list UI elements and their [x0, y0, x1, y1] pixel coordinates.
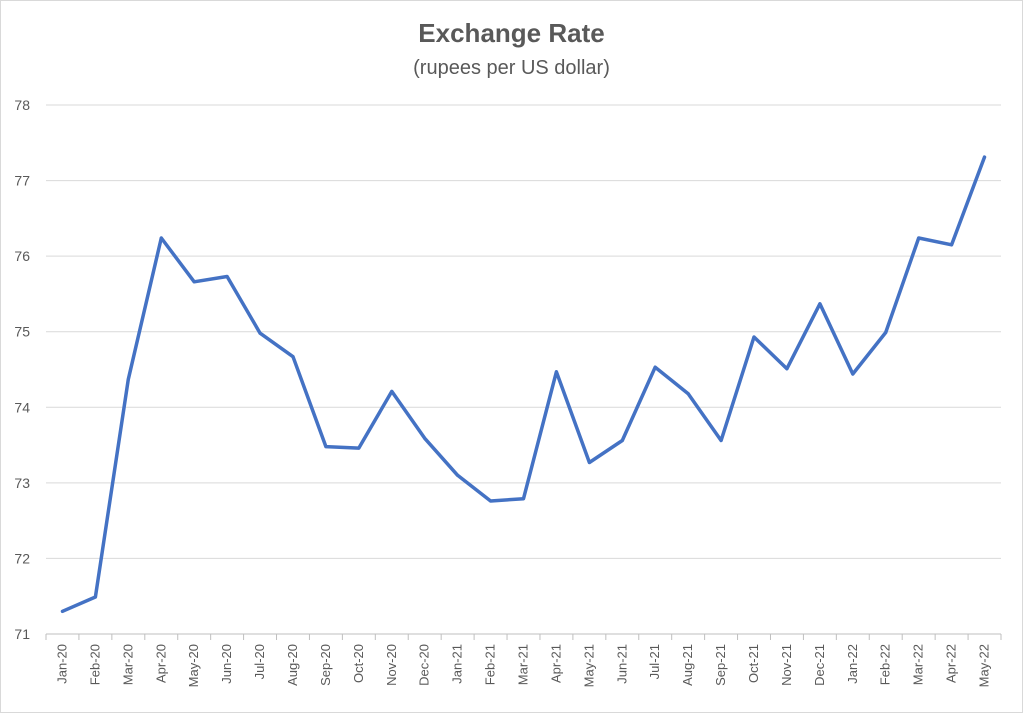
data-point — [93, 595, 97, 599]
y-tick-label: 74 — [14, 399, 30, 415]
data-point — [884, 330, 888, 334]
gridlines — [46, 104, 1001, 635]
data-point — [291, 355, 295, 359]
x-tick-label: Jun-20 — [219, 644, 234, 684]
x-tick-label: Jan-20 — [54, 644, 69, 684]
y-tick-label: 77 — [14, 173, 30, 189]
x-tick-label: Nov-20 — [384, 644, 399, 686]
data-point — [554, 370, 558, 374]
x-tick-label: Jun-21 — [614, 644, 629, 684]
x-tick-label: Jan-21 — [450, 644, 465, 684]
data-point — [489, 499, 493, 503]
data-point — [192, 280, 196, 284]
x-tick-label: Nov-21 — [779, 644, 794, 686]
y-axis-ticks: 71 72 73 74 75 76 77 78 — [14, 97, 30, 642]
y-tick-label: 78 — [14, 97, 30, 113]
data-point — [456, 473, 460, 477]
data-point — [719, 439, 723, 443]
x-tick-label: Jan-22 — [845, 644, 860, 684]
data-point — [653, 365, 657, 369]
y-tick-label: 75 — [14, 324, 30, 340]
series-line — [60, 155, 987, 614]
data-point — [851, 372, 855, 376]
data-point — [357, 446, 361, 450]
data-point — [950, 243, 954, 247]
data-point — [686, 392, 690, 396]
data-point — [60, 609, 64, 613]
data-point — [126, 377, 130, 381]
data-point — [818, 302, 822, 306]
x-tick-label: May-22 — [977, 644, 992, 687]
data-point — [983, 155, 987, 159]
y-tick-label: 71 — [14, 626, 30, 642]
x-tick-label: Apr-21 — [548, 644, 563, 683]
x-tick-label: Apr-22 — [944, 644, 959, 683]
x-tick-label: Mar-22 — [911, 644, 926, 685]
series-group — [60, 155, 987, 614]
x-tick-label: Apr-20 — [153, 644, 168, 683]
x-tick-label: Mar-20 — [120, 644, 135, 685]
x-tick-label: Jul-20 — [252, 644, 267, 679]
x-tick-label: Feb-20 — [87, 644, 102, 685]
x-tick-label: Sep-21 — [713, 644, 728, 686]
x-axis-ticks: Jan-20 Feb-20 Mar-20 Apr-20 May-20 Jun-20 Jul-… — [45, 634, 1002, 687]
data-point — [587, 460, 591, 464]
data-point — [620, 439, 624, 443]
data-point — [324, 445, 328, 449]
x-tick-label: Aug-20 — [285, 644, 300, 686]
x-tick-label: May-21 — [581, 644, 596, 687]
x-tick-label: Jul-21 — [647, 644, 662, 679]
data-point — [423, 436, 427, 440]
y-tick-label: 73 — [14, 475, 30, 491]
y-tick-label: 76 — [14, 248, 30, 264]
data-point — [225, 275, 229, 279]
data-point — [917, 236, 921, 240]
y-tick-label: 72 — [14, 550, 30, 566]
data-point — [522, 497, 525, 501]
data-point — [258, 331, 262, 335]
x-tick-label: Oct-21 — [746, 644, 761, 683]
x-tick-label: Sep-20 — [318, 644, 333, 686]
chart-subtitle: (rupees per US dollar) — [413, 57, 610, 79]
x-tick-label: Feb-22 — [878, 644, 893, 685]
x-tick-label: Oct-20 — [351, 644, 366, 683]
x-tick-label: Aug-21 — [680, 644, 695, 686]
x-tick-label: Dec-20 — [417, 644, 432, 686]
data-point — [752, 335, 756, 339]
data-point — [785, 367, 789, 371]
x-tick-label: Feb-21 — [483, 644, 498, 685]
data-point — [159, 236, 163, 240]
chart-title: Exchange Rate — [418, 18, 605, 48]
x-tick-label: Dec-21 — [812, 644, 827, 686]
data-point — [390, 389, 394, 393]
x-tick-label: Mar-21 — [516, 644, 531, 685]
x-tick-label: May-20 — [186, 644, 201, 687]
